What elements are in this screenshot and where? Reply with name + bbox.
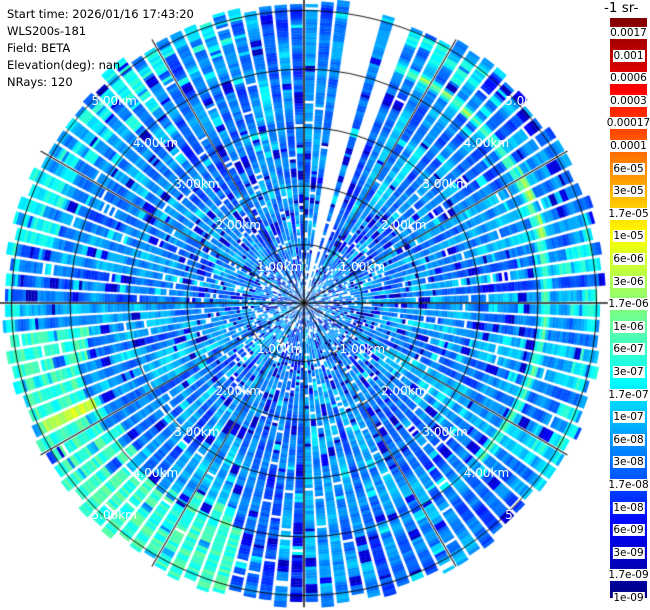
info-nrays: NRays: 120 — [7, 75, 73, 89]
info-elevation: Elevation(deg): nan — [7, 58, 121, 72]
colorbar-tick-label: 0.001 — [612, 49, 645, 62]
colorbar-tick-label: 3e-05 — [612, 185, 645, 198]
colorbar-tick-label: 1.7e-05 — [607, 207, 650, 220]
scan-info-panel: Start time: 2026/01/16 17:43:20 WLS200s-… — [7, 6, 194, 91]
colorbar-tick-label: 1e-09 — [612, 591, 645, 605]
colorbar-tick-label: 6e-07 — [612, 343, 645, 356]
colorbar-tick-label: 1.7e-08 — [607, 478, 650, 492]
colorbar-tick-label: 0.0003 — [609, 94, 648, 107]
colorbar-tick-label: 1.7e-07 — [607, 388, 650, 401]
colorbar-tick-label: 0.00017 — [605, 117, 650, 130]
colorbar-tick-label: 3e-09 — [612, 546, 645, 559]
colorbar-tick-label: 6e-06 — [612, 252, 645, 266]
colorbar-tick-label: 1.7e-06 — [607, 298, 650, 311]
colorbar-tick-label: 0.0006 — [609, 72, 648, 85]
colorbar-tick-labels: 0.0017 0.001 0.0006 0.0003 0.00017 0.0001 6e-0… — [605, 18, 650, 610]
colorbar-tick-label: 3e-06 — [612, 275, 645, 288]
colorbar-tick-label: 6e-08 — [612, 433, 645, 446]
colorbar-tick-label: 3e-08 — [612, 456, 645, 469]
colorbar-tick-label: 1e-07 — [612, 411, 645, 424]
colorbar-tick-label: 0.0001 — [609, 139, 648, 153]
colorbar-tick-label: 6e-09 — [612, 524, 645, 537]
colorbar-tick-label: 6e-05 — [612, 162, 645, 175]
colorbar-tick-label: 0.0017 — [609, 26, 648, 40]
colorbar-tick-label: 1.7e-09 — [607, 569, 650, 582]
colorbar-title: -1 sr- — [604, 0, 639, 16]
info-device-id: WLS200s-181 — [7, 24, 87, 38]
colorbar-tick-label: 1e-05 — [612, 230, 645, 243]
colorbar-tick-label: 1e-08 — [612, 501, 645, 514]
info-start-time: Start time: 2026/01/16 17:43:20 — [7, 7, 194, 21]
info-field: Field: BETA — [7, 41, 71, 55]
colorbar-tick-label: 1e-06 — [612, 320, 645, 333]
colorbar-tick-label: 3e-07 — [612, 365, 645, 379]
